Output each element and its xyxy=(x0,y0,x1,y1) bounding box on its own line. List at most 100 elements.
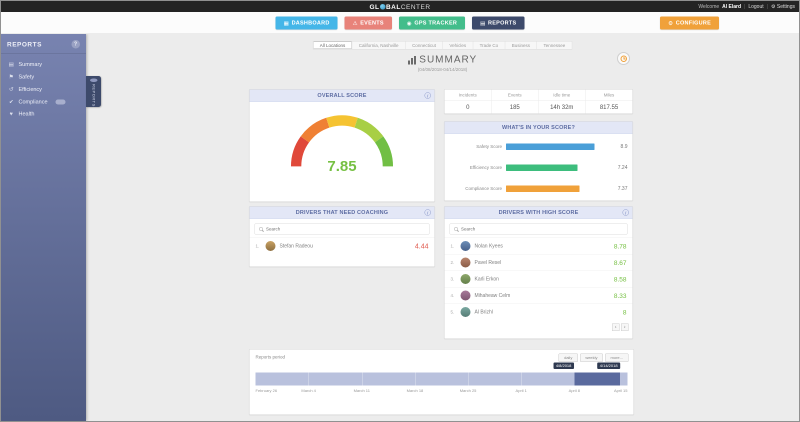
high-score-header: DRIVERS WITH HIGH SCORE i xyxy=(444,206,633,219)
avatar xyxy=(460,274,471,284)
coaching-header: DRIVERS THAT NEED COACHING i xyxy=(249,206,435,219)
driver-rank: 4. xyxy=(450,293,455,298)
nav-dashboard-button[interactable]: ▦ DASHBOARD xyxy=(275,16,338,30)
overall-score-header: OVERALL SCORE i xyxy=(249,89,435,102)
schedule-report-button[interactable] xyxy=(617,52,630,65)
high-score-search-input[interactable] xyxy=(461,226,623,232)
page-title-block: SUMMARY (04/08/2018-04/14/2018) xyxy=(86,54,799,72)
timeline-gridline xyxy=(414,372,416,386)
sidebar-header: REPORTS ? xyxy=(1,34,86,54)
nav-gps-tracker-button[interactable]: ◉ GPS TRACKER xyxy=(398,16,466,30)
breakdown-row-safety: Safety Score 8.9 xyxy=(445,136,633,157)
weekly-button[interactable]: weekly xyxy=(579,353,604,362)
configure-gear-icon: ⚙ xyxy=(668,20,674,27)
axis-label: March 4 xyxy=(301,388,316,394)
logo-text-light: CENTER xyxy=(400,2,431,11)
user-name: Al Elard xyxy=(722,3,742,10)
timeline-track[interactable]: 4/8/2018 4/14/2018 xyxy=(255,362,628,386)
tab-vehicles[interactable]: Vehicles xyxy=(443,41,474,49)
sidebar-item-compliance[interactable]: ✔ Compliance xyxy=(1,96,86,109)
report-icon: ▤ xyxy=(480,20,486,27)
driver-name: Stefan Radeou xyxy=(279,243,313,249)
breakdown-label: Efficiency Score xyxy=(469,165,502,170)
timeline-selection[interactable] xyxy=(574,372,621,386)
coaching-search-input[interactable] xyxy=(266,226,425,232)
nav-events-label: EVENTS xyxy=(360,20,384,26)
overall-score-card: OVERALL SCORE i 7.85 xyxy=(249,89,435,202)
sidebar-item-label: Compliance xyxy=(18,98,48,105)
period-buttons: daily weekly more... xyxy=(558,353,629,362)
nav-configure-button[interactable]: ⚙ CONFIGURE xyxy=(660,16,719,30)
breakdown-value: 7.24 xyxy=(617,164,628,171)
stat-value-incidents: 0 xyxy=(445,100,492,114)
high-score-card: DRIVERS WITH HIGH SCORE i 1. Nolan Kyees… xyxy=(444,206,633,339)
breakdown-value: 8.9 xyxy=(620,143,628,150)
driver-rank: 5. xyxy=(450,309,455,315)
driver-name: Al Brizhl xyxy=(474,309,493,315)
location-tabs: All Locations California, Nashville Conn… xyxy=(312,41,573,50)
axis-label: February 26 xyxy=(255,388,278,394)
driver-row[interactable]: 2. Pavel Resel 8.67 xyxy=(444,254,633,271)
next-page-button[interactable]: › xyxy=(621,323,629,331)
axis-label: April 8 xyxy=(568,388,581,394)
sidebar-item-health[interactable]: ♥ Health xyxy=(1,108,86,120)
sidebar-item-label: Safety xyxy=(18,73,35,80)
sidebar-item-summary[interactable]: ▤ Summary xyxy=(1,58,86,71)
help-icon[interactable]: ? xyxy=(71,40,80,49)
prev-page-button[interactable]: ‹ xyxy=(612,323,620,331)
sidebar-item-safety[interactable]: ⚑ Safety xyxy=(1,71,86,84)
driver-score: 8.58 xyxy=(613,275,627,283)
axis-label: March 25 xyxy=(459,388,477,394)
date-range: (04/08/2018-04/14/2018) xyxy=(417,67,468,72)
divider: | xyxy=(744,3,746,10)
info-icon[interactable]: i xyxy=(622,209,629,216)
info-icon[interactable]: i xyxy=(424,92,431,99)
sidebar-item-label: Health xyxy=(18,111,35,117)
tab-connecticut[interactable]: Connecticut xyxy=(406,41,443,49)
nav-reports-button[interactable]: ▤ REPORTS xyxy=(472,16,525,30)
driver-row[interactable]: 3. Karli Erkon 8.58 xyxy=(444,270,633,288)
reports-flyout-label: REPORTS xyxy=(91,84,96,107)
avatar xyxy=(460,290,471,301)
driver-rank: 3. xyxy=(450,276,455,282)
timeline-gridline xyxy=(308,372,310,386)
nav-dashboard-label: DASHBOARD xyxy=(291,20,330,26)
driver-row[interactable]: 4. Mihaheaw Celm 8.33 xyxy=(444,287,633,304)
breakdown-bar-track xyxy=(506,143,607,150)
driver-row[interactable]: 1. Stefan Radeou 4.44 xyxy=(249,237,435,255)
score-breakdown-title: WHAT'S IN YOUR SCORE? xyxy=(501,124,575,131)
tab-tennessee[interactable]: Tennessee xyxy=(543,42,566,48)
daily-button[interactable]: daily xyxy=(558,353,578,362)
settings-link[interactable]: ⚙ Settings xyxy=(771,4,795,10)
avatar xyxy=(265,241,276,251)
search-icon xyxy=(454,227,458,231)
reports-flyout-tab[interactable]: REPORTS xyxy=(86,76,101,107)
more-button[interactable]: more... xyxy=(605,353,629,362)
breakdown-bar-track xyxy=(506,164,607,171)
sidebar-item-label: Efficiency xyxy=(18,86,42,93)
sidebar-item-efficiency[interactable]: ↺ Efficiency xyxy=(1,83,86,96)
tab-business[interactable]: Business xyxy=(505,41,537,49)
reports-period-card: Reports period daily weekly more... 4/8/… xyxy=(249,349,634,415)
breakdown-bar xyxy=(506,143,595,150)
logout-link[interactable]: Logout xyxy=(748,3,764,10)
driver-row[interactable]: 5. Al Brizhl 8 xyxy=(444,303,633,321)
clock-icon xyxy=(620,55,627,62)
nav-gps-tracker-label: GPS TRACKER xyxy=(414,20,458,26)
coaching-card: DRIVERS THAT NEED COACHING i 1. Stefan R… xyxy=(249,206,435,267)
tab-trade-co[interactable]: Trade Co xyxy=(473,41,506,49)
axis-label: April 1 xyxy=(515,388,527,394)
breakdown-row-compliance: Compliance Score 7.37 xyxy=(445,178,633,199)
stats-card: Incidents Events Idle time Miles 0 185 1… xyxy=(444,89,633,114)
tab-california-nashville[interactable]: California, Nashville xyxy=(352,41,406,49)
driver-score: 8.67 xyxy=(613,258,627,267)
sidebar: REPORTS ? ▤ Summary ⚑ Safety ↺ Efficienc… xyxy=(1,34,86,421)
tab-all-locations[interactable]: All Locations xyxy=(313,41,353,49)
score-breakdown-header: WHAT'S IN YOUR SCORE? xyxy=(444,121,633,134)
driver-rank: 1. xyxy=(450,243,455,249)
info-icon[interactable]: i xyxy=(424,209,431,216)
search-icon xyxy=(259,227,263,231)
nav-events-button[interactable]: ⚠ EVENTS xyxy=(344,16,392,30)
driver-row[interactable]: 1. Nolan Kyees 8.78 xyxy=(444,237,633,255)
